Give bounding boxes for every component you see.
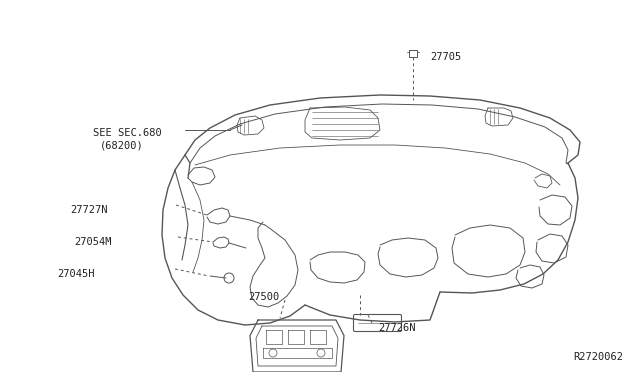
Text: (68200): (68200): [100, 140, 144, 150]
Text: SEE SEC.680: SEE SEC.680: [93, 128, 162, 138]
Text: R2720062: R2720062: [573, 352, 623, 362]
Text: 27727N: 27727N: [70, 205, 108, 215]
Text: 27705: 27705: [430, 52, 461, 62]
Text: 27500: 27500: [248, 292, 279, 302]
Text: 27054M: 27054M: [74, 237, 111, 247]
Text: 27726N: 27726N: [378, 323, 415, 333]
Text: 27045H: 27045H: [57, 269, 95, 279]
